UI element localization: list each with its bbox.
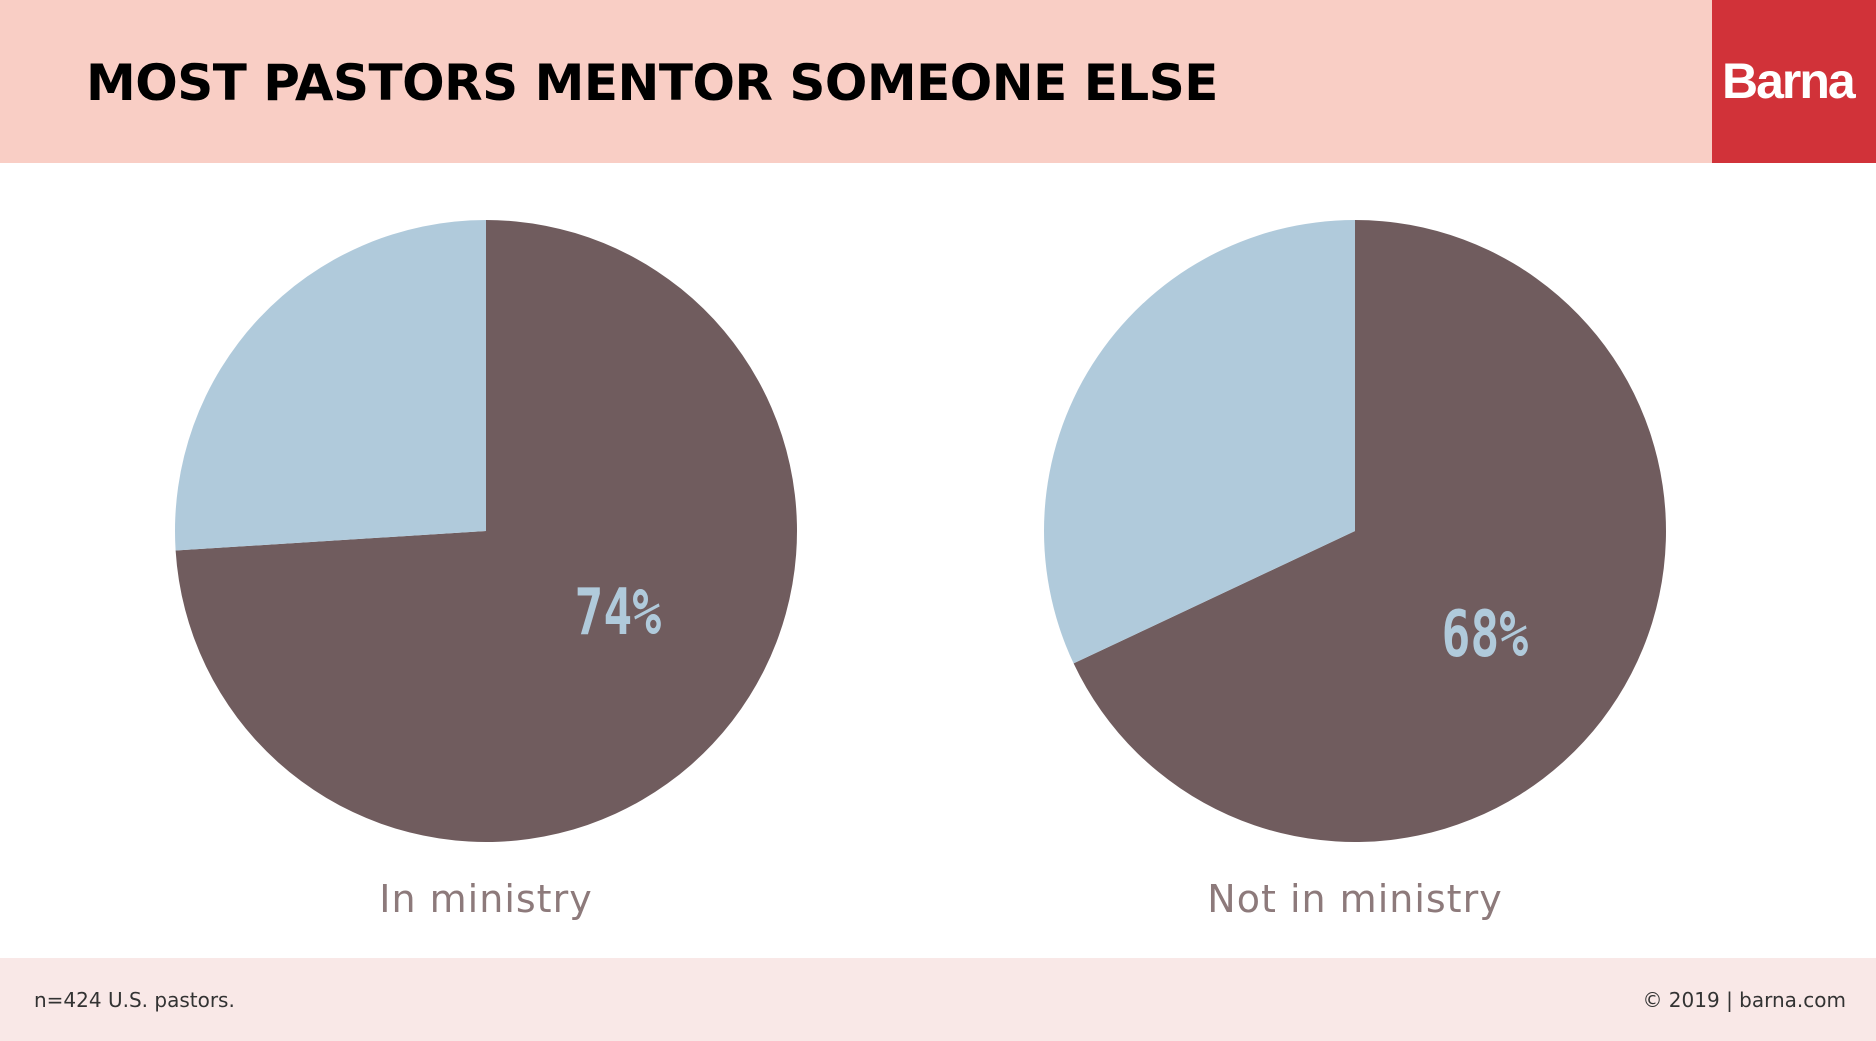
copyright: © 2019 | barna.com: [1642, 988, 1846, 1012]
footer: n=424 U.S. pastors. © 2019 | barna.com: [0, 958, 1876, 1041]
pie-2-data-label: 68%: [1441, 598, 1529, 672]
pie-2-title: Not in ministry: [1207, 877, 1503, 921]
pie-1-slice-1: [175, 220, 797, 842]
header: MOST PASTORS MENTOR SOMEONE ELSE Barna: [0, 0, 1876, 163]
barna-logo: Barna: [1712, 0, 1876, 163]
pie-1-data-label: 74%: [574, 576, 662, 650]
pie-1-slice-2: [175, 220, 486, 551]
sample-note: n=424 U.S. pastors.: [34, 988, 235, 1012]
pie-1-title: In ministry: [379, 877, 593, 921]
page-title: MOST PASTORS MENTOR SOMEONE ELSE: [86, 54, 1218, 112]
logo-text: Barna: [1722, 53, 1856, 109]
pie-2-slice-1: [1073, 220, 1666, 842]
pie-2-slice-2: [1044, 220, 1355, 664]
